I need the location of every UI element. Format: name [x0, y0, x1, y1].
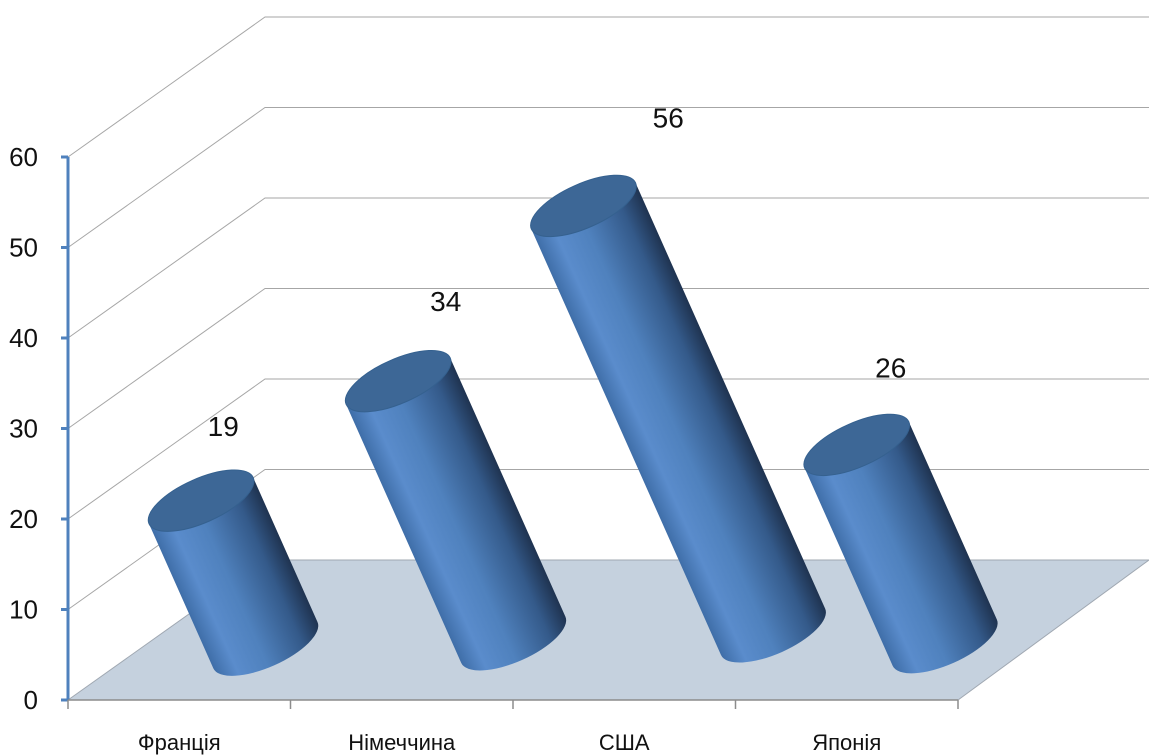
bar-top — [803, 413, 911, 477]
y-tick-label: 60 — [9, 142, 38, 172]
y-tick-label: 40 — [9, 323, 38, 353]
data-label: 19 — [208, 411, 239, 442]
gridline — [67, 288, 1149, 429]
gridline — [67, 197, 1149, 339]
y-tick-label: 20 — [9, 504, 38, 534]
data-label: 26 — [875, 353, 906, 384]
gridline — [67, 107, 1149, 248]
bar — [147, 469, 319, 676]
y-tick-label: 0 — [24, 685, 38, 715]
bar — [344, 349, 567, 671]
bar-body — [803, 414, 998, 674]
bars-group — [147, 174, 998, 676]
bar-body — [345, 350, 567, 671]
bar — [803, 413, 998, 674]
x-tick-label: Німеччина — [348, 730, 456, 755]
x-tick-label: Франція — [138, 730, 221, 755]
gridline — [67, 16, 1149, 158]
data-label: 34 — [430, 286, 461, 317]
y-tick-label: 10 — [9, 595, 38, 625]
gridline — [67, 378, 1149, 520]
bar-top — [344, 349, 452, 413]
x-tick-label: Японія — [812, 730, 881, 755]
bar — [530, 174, 826, 663]
y-tick-label: 30 — [9, 414, 38, 444]
data-label: 56 — [653, 103, 684, 134]
bar-body — [530, 175, 826, 663]
y-tick-label: 50 — [9, 233, 38, 263]
axes-group: 0 10 20 30 40 50 60 — [9, 142, 959, 715]
x-tick-label: США — [599, 730, 650, 755]
labels-group: 19 Франція 34 Німеччина 56 США 26 Японія — [138, 103, 906, 755]
bar-top — [530, 174, 637, 238]
bar-top — [147, 469, 255, 532]
